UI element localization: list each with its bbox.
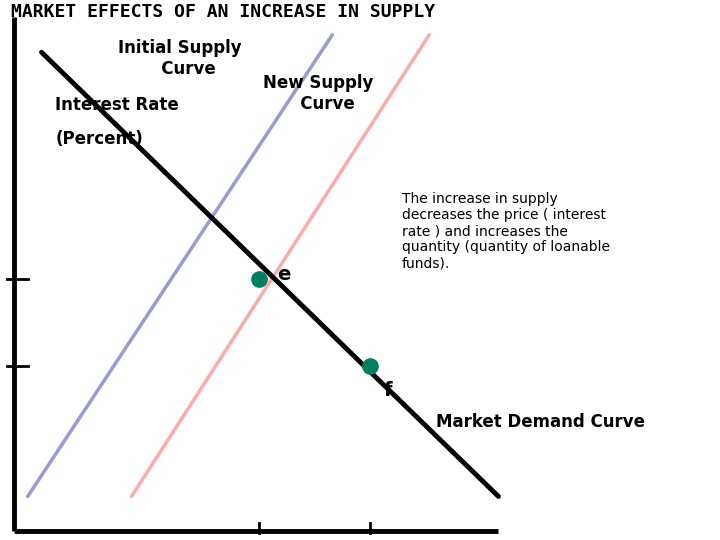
Text: f: f bbox=[384, 381, 392, 401]
Text: The increase in supply
decreases the price ( interest
rate ) and increases the
q: The increase in supply decreases the pri… bbox=[402, 192, 610, 271]
Text: MARKET EFFECTS OF AN INCREASE IN SUPPLY: MARKET EFFECTS OF AN INCREASE IN SUPPLY bbox=[11, 3, 435, 21]
Text: New Supply
   Curve: New Supply Curve bbox=[264, 74, 374, 113]
Text: (Percent): (Percent) bbox=[55, 130, 143, 148]
Text: Interest Rate: Interest Rate bbox=[55, 96, 179, 113]
Text: e: e bbox=[277, 265, 290, 284]
Text: Initial Supply
   Curve: Initial Supply Curve bbox=[118, 39, 242, 78]
Text: Market Demand Curve: Market Demand Curve bbox=[436, 414, 645, 431]
